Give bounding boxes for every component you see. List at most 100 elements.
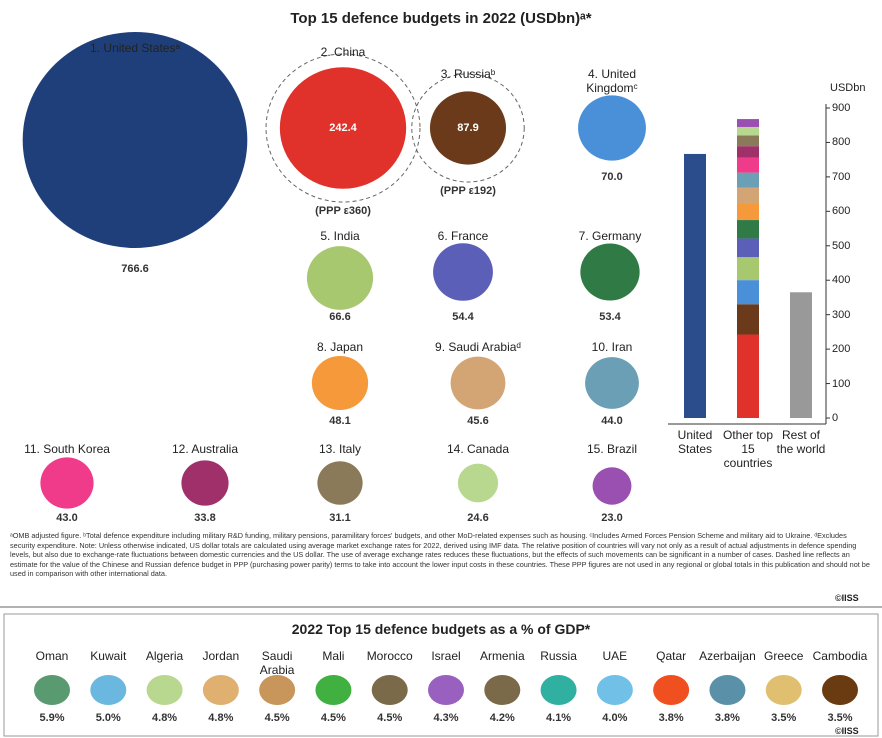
gdp-dot: [709, 675, 746, 705]
bubble: [181, 460, 229, 506]
bar-segment: [737, 146, 759, 158]
y-tick-label: 800: [832, 136, 851, 149]
value-label: 4.5%: [320, 712, 346, 724]
country-label: Oman: [35, 649, 69, 663]
y-tick-label: 100: [832, 377, 851, 390]
gdp-dot: [596, 675, 633, 705]
gdp-dot: [653, 675, 690, 705]
value-label: 4.1%: [546, 712, 572, 724]
value-label: 4.5%: [264, 712, 290, 724]
bubble: [317, 461, 363, 505]
bar-segment: [737, 280, 759, 305]
copyright: ©IISS: [835, 726, 859, 736]
value-label: 3.5%: [771, 712, 797, 724]
y-axis-label: USDbn: [830, 82, 866, 94]
bar-segment: [737, 119, 759, 127]
gdp-dot: [428, 675, 464, 705]
gdp-dot: [540, 675, 577, 705]
bar-segment: [737, 172, 759, 188]
country-label: 3. Russiaᵇ: [440, 67, 496, 81]
bubble: [311, 355, 369, 411]
value-label: 44.0: [601, 415, 623, 427]
x-tick-label: Other top 15 countries: [722, 428, 774, 470]
bar-segment: [737, 203, 759, 221]
value-label: 45.6: [467, 415, 489, 427]
gdp-dot: [202, 675, 239, 705]
country-label: 8. Japan: [316, 340, 364, 354]
value-label: 54.4: [452, 311, 474, 323]
value-label: 4.2%: [489, 712, 515, 724]
ppp-label: (PPP ε192): [440, 185, 496, 198]
gdp-dot: [34, 675, 70, 705]
value-label: 5.9%: [39, 712, 65, 724]
bubble: [585, 357, 639, 409]
country-label: Algeria: [145, 649, 184, 663]
country-label: 7. Germany: [578, 229, 642, 243]
value-label: 4.8%: [208, 712, 234, 724]
value-label: 4.3%: [433, 712, 459, 724]
country-label: Israel: [431, 649, 461, 663]
value-label: 766.6: [121, 263, 149, 275]
country-label: 6. France: [437, 229, 489, 243]
country-label: Morocco: [366, 649, 413, 663]
value-label: 31.1: [329, 512, 351, 524]
country-label: Russia: [540, 649, 577, 663]
value-label: 53.4: [599, 311, 621, 323]
value-label: 87.9: [457, 122, 479, 134]
x-tick-label: United States: [677, 428, 713, 456]
y-tick-label: 900: [832, 102, 851, 114]
bubble: [580, 243, 640, 301]
bubble: [578, 95, 646, 161]
bar-segment: [737, 135, 759, 147]
gdp-panel: [3, 613, 879, 737]
ppp-circle: [411, 73, 525, 183]
value-label: 23.0: [601, 512, 623, 524]
country-label: 13. Italy: [318, 442, 362, 456]
bar-segment: [737, 220, 759, 239]
gdp-dot: [371, 675, 408, 705]
copyright: ©IISS: [835, 593, 859, 603]
value-label: 33.8: [194, 512, 216, 524]
gdp-dot: [315, 675, 352, 705]
bubble: [433, 243, 493, 301]
ppp-label: (PPP ε360): [315, 205, 371, 217]
country-label: Saudi Arabia: [259, 649, 295, 677]
country-label: 10. Iran: [591, 340, 633, 354]
bar-segment: [737, 257, 759, 281]
country-label: 1. United Statesᵃ: [90, 41, 180, 55]
x-tick-label: Rest of the world: [776, 428, 826, 456]
country-label: 15. Brazil: [586, 442, 638, 456]
value-label: 5.0%: [95, 712, 121, 724]
bubble: [306, 246, 374, 310]
y-tick-label: 700: [832, 170, 851, 183]
gdp-dot: [90, 675, 127, 705]
country-label: Jordan: [202, 649, 240, 663]
bubble: [457, 463, 499, 503]
bar: [790, 292, 812, 418]
gdp-dot: [765, 675, 802, 705]
value-label: 4.8%: [152, 712, 178, 724]
y-tick-label: 200: [832, 343, 851, 356]
country-label: 2. China: [320, 45, 366, 59]
country-label: Kuwait: [90, 649, 127, 663]
bar-segment: [737, 334, 759, 418]
gdp-dot: [259, 675, 296, 705]
value-label: 3.5%: [827, 712, 853, 724]
country-label: 4. United Kingdomᶜ: [586, 67, 638, 95]
bubble: [22, 32, 248, 248]
value-label: 70.0: [601, 171, 623, 183]
country-label: 12. Australia: [171, 442, 239, 456]
country-label: Qatar: [656, 649, 687, 663]
value-label: 4.5%: [377, 712, 403, 724]
country-label: 9. Saudi Arabiaᵈ: [435, 340, 521, 354]
value-label: 242.4: [329, 122, 357, 134]
bar-segment: [737, 157, 759, 173]
value-label: 48.1: [329, 415, 351, 427]
bar-segment: [737, 126, 759, 136]
bar-segment: [737, 187, 759, 204]
country-label: Greece: [764, 649, 804, 663]
country-label: Azerbaijan: [699, 649, 756, 663]
footnote: ᵃOMB adjusted figure. ᵇTotal defence exp…: [10, 531, 870, 579]
